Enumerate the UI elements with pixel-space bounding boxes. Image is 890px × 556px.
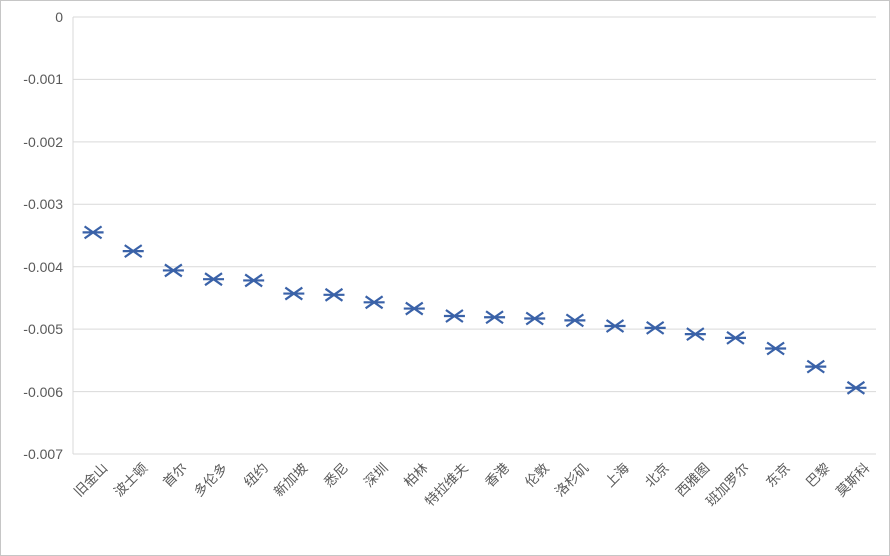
data-point-marker bbox=[243, 273, 265, 288]
data-point-marker bbox=[845, 380, 867, 395]
data-point-marker bbox=[684, 327, 706, 342]
y-axis-tick-label: -0.005 bbox=[23, 321, 63, 338]
y-axis-tick-label: -0.001 bbox=[23, 71, 63, 88]
data-point-marker bbox=[765, 341, 787, 356]
data-point-marker bbox=[82, 225, 104, 240]
y-axis-tick-label: -0.007 bbox=[23, 446, 63, 462]
y-axis-tick-label: -0.004 bbox=[23, 258, 63, 275]
data-point-marker bbox=[323, 287, 345, 302]
data-point-marker bbox=[203, 272, 225, 287]
data-point-marker bbox=[644, 320, 666, 335]
data-point-marker bbox=[484, 310, 506, 325]
data-point-marker bbox=[403, 301, 425, 316]
y-axis-tick-label: -0.003 bbox=[23, 196, 63, 213]
data-point-marker bbox=[564, 313, 586, 328]
data-point-marker bbox=[363, 295, 385, 310]
y-axis-tick-label: 0 bbox=[55, 9, 63, 25]
data-point-marker bbox=[524, 311, 546, 326]
data-point-marker bbox=[162, 263, 184, 278]
data-point-marker bbox=[122, 244, 144, 259]
y-axis-tick-label: -0.002 bbox=[23, 133, 63, 150]
data-point-marker bbox=[443, 309, 465, 323]
data-point-marker bbox=[604, 319, 626, 333]
data-point-marker bbox=[724, 330, 746, 345]
data-point-marker bbox=[805, 359, 827, 374]
data-point-marker bbox=[283, 286, 305, 301]
y-axis-tick-label: -0.006 bbox=[23, 383, 63, 400]
